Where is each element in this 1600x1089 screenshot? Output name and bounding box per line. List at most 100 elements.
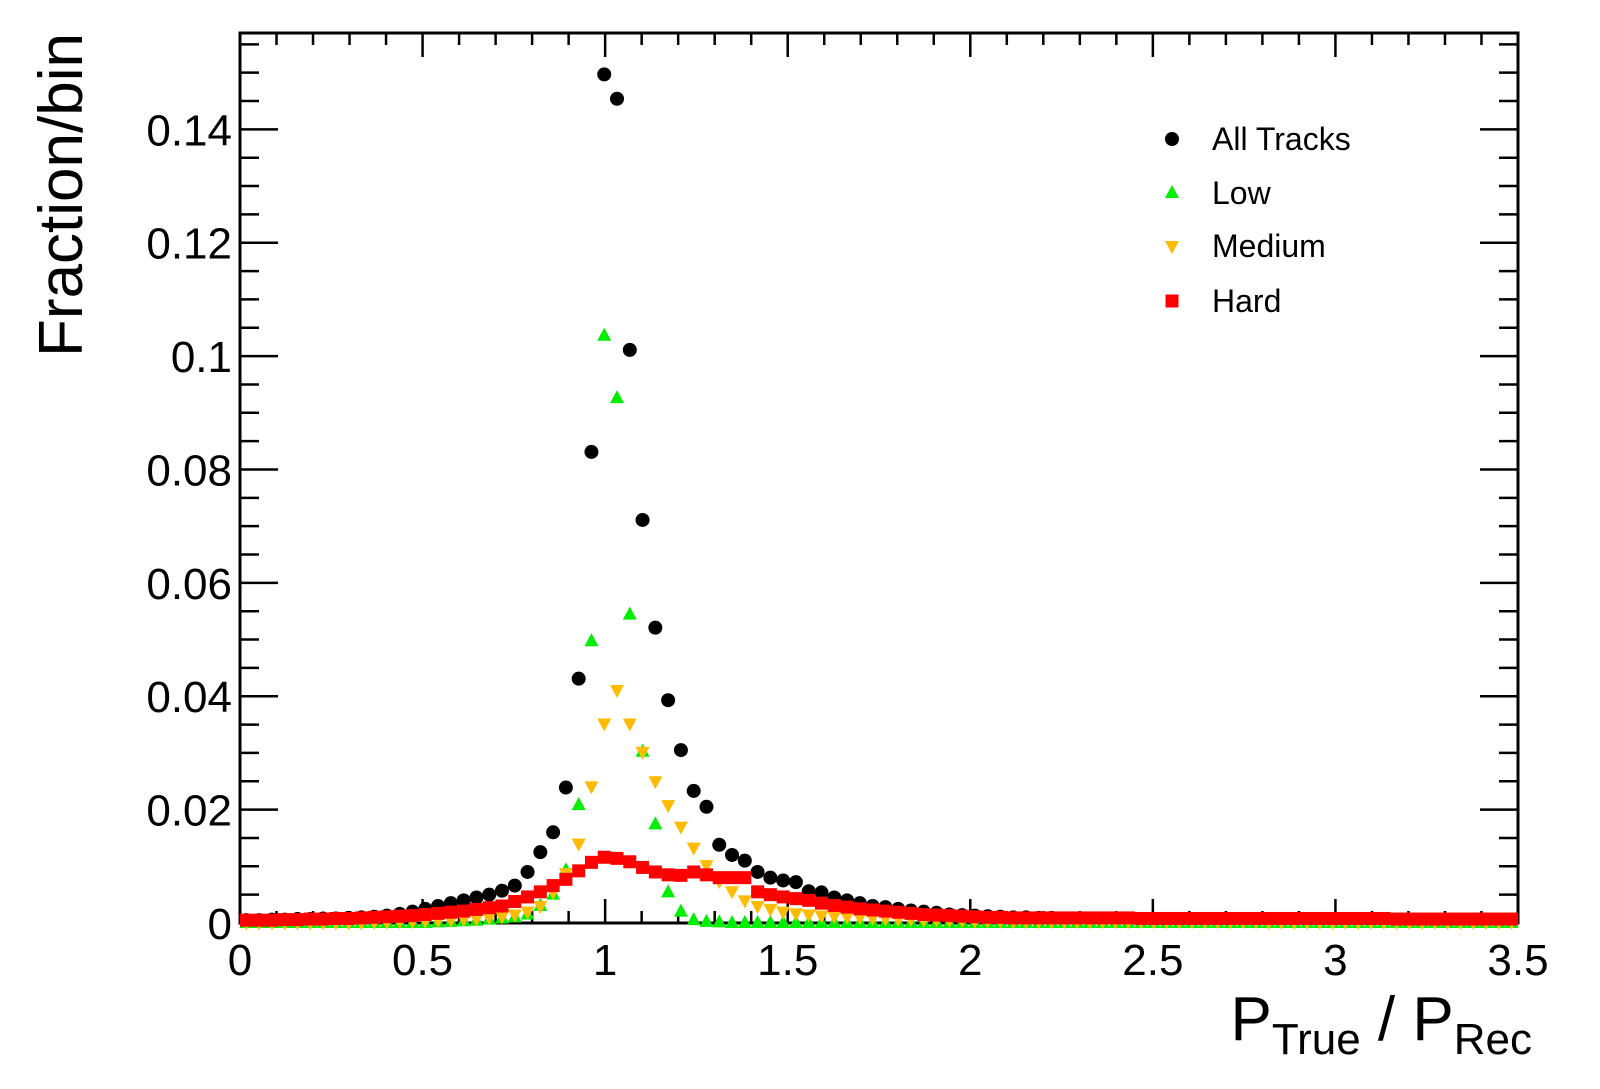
point-low: [737, 915, 752, 928]
point-hard: [1019, 911, 1033, 925]
point-medium: [686, 842, 701, 856]
point-medium: [520, 906, 535, 920]
point-hard: [751, 885, 765, 899]
point-hard: [648, 865, 662, 879]
point-hard: [1313, 911, 1327, 925]
point-all-tracks: [520, 864, 535, 879]
point-hard: [406, 909, 420, 923]
x-tick-label: 0.5: [392, 936, 453, 985]
legend-marker-medium: [1165, 241, 1179, 254]
x-label-sub-true: True: [1272, 1015, 1361, 1064]
point-hard: [1083, 911, 1097, 925]
point-hard: [1108, 911, 1122, 925]
y-tick-label: 0.02: [146, 787, 232, 836]
point-all-tracks: [610, 91, 625, 106]
point-medium: [635, 746, 650, 760]
point-medium: [788, 908, 803, 922]
point-hard: [1505, 912, 1519, 926]
point-all-tracks: [686, 783, 701, 798]
point-hard: [942, 909, 956, 923]
point-hard: [1045, 911, 1059, 925]
legend: All Tracks Low Medium Hard: [1165, 121, 1351, 319]
point-hard: [252, 913, 266, 927]
x-axis-label: PTrue / PRec: [1231, 985, 1533, 1064]
point-all-tracks: [571, 671, 586, 686]
point-medium: [469, 913, 484, 927]
point-hard: [584, 855, 598, 869]
plot-frame: [238, 31, 1520, 925]
y-axis-label: Fraction/bin: [27, 33, 96, 357]
point-medium: [827, 911, 842, 925]
point-hard: [930, 908, 944, 922]
point-hard: [866, 903, 880, 917]
point-low: [571, 797, 586, 811]
point-medium: [610, 685, 625, 699]
legend-marker-hard: [1165, 294, 1179, 308]
y-tick-label: 0.14: [146, 106, 232, 155]
point-low: [763, 915, 778, 928]
y-tick-label: 0.1: [171, 333, 232, 382]
x-label-separator: /: [1361, 985, 1413, 1054]
point-hard: [418, 907, 432, 921]
point-hard: [546, 879, 560, 893]
point-hard: [1326, 911, 1340, 925]
point-hard: [1390, 912, 1404, 926]
point-low: [776, 915, 791, 928]
y-tick-label: 0.04: [146, 673, 232, 722]
point-low: [661, 884, 676, 898]
point-hard: [904, 906, 918, 920]
point-medium: [494, 911, 509, 925]
point-hard: [1121, 911, 1135, 925]
point-hard: [380, 910, 394, 924]
legend-label: Low: [1212, 175, 1272, 211]
point-hard: [495, 899, 509, 913]
point-hard: [993, 910, 1007, 924]
y-tick-label: 0.12: [146, 220, 232, 269]
point-hard: [917, 907, 931, 921]
point-hard: [1032, 911, 1046, 925]
x-tick-label: 2: [958, 936, 982, 985]
point-all-tracks: [482, 887, 497, 902]
point-hard: [1262, 911, 1276, 925]
point-hard: [457, 904, 471, 918]
point-hard: [763, 888, 777, 902]
point-medium: [776, 906, 791, 920]
point-hard: [559, 872, 573, 886]
point-medium: [852, 912, 867, 926]
point-low: [597, 327, 612, 341]
point-low: [610, 390, 625, 404]
point-hard: [444, 905, 458, 919]
point-hard: [840, 900, 854, 914]
x-tick-label: 3.5: [1487, 936, 1548, 985]
legend-marker-all-tracks: [1165, 132, 1179, 146]
point-hard: [572, 864, 586, 878]
legend-marker-low: [1165, 185, 1179, 198]
point-hard: [1172, 911, 1186, 925]
point-hard: [1006, 911, 1020, 925]
point-all-tracks: [584, 444, 599, 459]
point-all-tracks: [712, 837, 727, 852]
point-hard: [891, 905, 905, 919]
point-hard: [393, 909, 407, 923]
point-hard: [1236, 911, 1250, 925]
point-hard: [802, 893, 816, 907]
point-medium: [648, 776, 663, 790]
point-hard: [1415, 912, 1429, 926]
point-hard: [316, 912, 330, 926]
point-hard: [981, 910, 995, 924]
point-hard: [265, 913, 279, 927]
data-points: [239, 67, 1519, 931]
point-medium: [507, 909, 522, 923]
point-medium: [840, 911, 855, 925]
point-hard: [1249, 911, 1263, 925]
point-hard: [687, 865, 701, 879]
point-hard: [968, 910, 982, 924]
point-medium: [725, 886, 740, 900]
x-label-sub-rec: Rec: [1454, 1015, 1532, 1064]
point-medium: [673, 821, 688, 835]
point-hard: [1377, 911, 1391, 925]
point-hard: [1160, 911, 1174, 925]
point-all-tracks: [558, 780, 573, 795]
point-medium: [597, 718, 612, 732]
